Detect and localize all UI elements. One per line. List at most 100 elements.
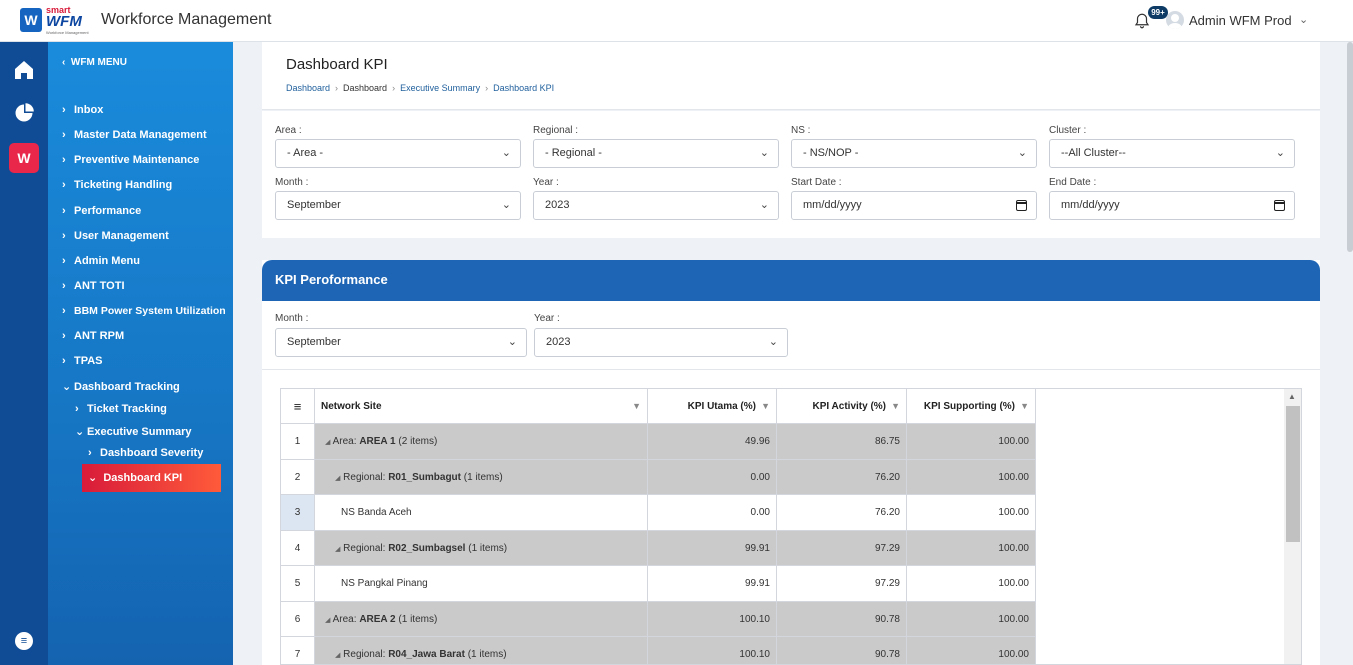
bell-icon[interactable] bbox=[1133, 12, 1151, 30]
collapse-triangle-icon[interactable]: ◢ bbox=[335, 545, 341, 553]
sidebar-item-executive-summary[interactable]: ⌄ Executive Summary bbox=[75, 426, 192, 438]
sidebar-item-user-management[interactable]: › User Management bbox=[62, 230, 169, 242]
filter-icon[interactable]: ▼ bbox=[1020, 401, 1029, 411]
kpi-month-label: Month : bbox=[275, 313, 309, 324]
sidebar-item-bbm-power[interactable]: › BBM Power System Utilization bbox=[62, 305, 226, 317]
notification-badge[interactable]: 99+ bbox=[1148, 6, 1168, 19]
network-site-cell[interactable]: ◢ Regional: R04_Jawa Barat (1 items) bbox=[315, 637, 648, 664]
kpi-utama-cell: 0.00 bbox=[648, 459, 777, 495]
sidebar-item-master-data[interactable]: › Master Data Management bbox=[62, 129, 207, 141]
cluster-select[interactable]: --All Cluster-- ⌄ bbox=[1049, 139, 1295, 168]
collapse-triangle-icon[interactable]: ◢ bbox=[335, 474, 341, 482]
chevron-right-icon: › bbox=[62, 104, 66, 116]
wfm-app-icon[interactable]: W bbox=[9, 143, 39, 173]
kpi-activity-cell: 90.78 bbox=[777, 601, 907, 637]
grid-scrollbar-thumb[interactable] bbox=[1286, 406, 1300, 542]
start-date-input[interactable]: mm/dd/yyyy bbox=[791, 191, 1037, 220]
kpi-utama-cell: 100.10 bbox=[648, 637, 777, 664]
kpi-supporting-cell: 100.00 bbox=[907, 566, 1036, 602]
column-header-kpi-activity[interactable]: KPI Activity (%) ▼ bbox=[777, 389, 907, 424]
filter-icon[interactable]: ▼ bbox=[632, 401, 641, 411]
avatar[interactable] bbox=[1166, 11, 1184, 29]
user-name[interactable]: Admin WFM Prod bbox=[1189, 13, 1292, 28]
chevron-down-icon[interactable]: ⌄ bbox=[1299, 14, 1309, 26]
network-site-cell[interactable]: ◢ Regional: R01_Sumbagut (1 items) bbox=[315, 459, 648, 495]
breadcrumb: Dashboard › Dashboard › Executive Summary › Da… bbox=[286, 83, 555, 93]
end-date-label: End Date : bbox=[1049, 177, 1097, 188]
filter-panel: Area : - Area - ⌄ Regional : - Regional -… bbox=[262, 111, 1320, 238]
regional-select[interactable]: - Regional - ⌄ bbox=[533, 139, 779, 168]
chevron-down-icon: ⌄ bbox=[1017, 147, 1027, 159]
area-select[interactable]: - Area - ⌄ bbox=[275, 139, 521, 168]
collapse-triangle-icon[interactable]: ◢ bbox=[325, 616, 331, 624]
kpi-utama-cell: 99.91 bbox=[648, 566, 777, 602]
area-label: Area : bbox=[275, 125, 302, 136]
top-bar: W smart WFM Workforce Management Workfor… bbox=[0, 0, 1353, 42]
scroll-up-arrow-icon[interactable]: ▲ bbox=[1288, 392, 1296, 401]
year-select[interactable]: 2023 ⌄ bbox=[533, 191, 779, 220]
page-scrollbar[interactable] bbox=[1347, 42, 1353, 252]
network-site-cell[interactable]: ◢ Area: AREA 1 (2 items) bbox=[315, 424, 648, 460]
breadcrumb-item[interactable]: Executive Summary bbox=[400, 83, 481, 93]
sidebar-item-ticket-tracking[interactable]: › Ticket Tracking bbox=[75, 403, 167, 415]
chevron-right-icon: › bbox=[62, 179, 66, 191]
row-number: 6 bbox=[281, 601, 315, 637]
sidebar-item-ant-toti[interactable]: › ANT TOTI bbox=[62, 280, 125, 292]
filter-icon[interactable]: ▼ bbox=[891, 401, 900, 411]
kpi-utama-cell: 49.96 bbox=[648, 424, 777, 460]
end-date-input[interactable]: mm/dd/yyyy bbox=[1049, 191, 1295, 220]
sidebar-item-performance[interactable]: › Performance bbox=[62, 205, 142, 217]
kpi-utama-cell: 100.10 bbox=[648, 601, 777, 637]
sidebar-item-dashboard-tracking[interactable]: ⌄ Dashboard Tracking bbox=[62, 381, 180, 393]
sidebar-item-admin-menu[interactable]: › Admin Menu bbox=[62, 255, 140, 267]
sidebar-item-inbox[interactable]: › Inbox bbox=[62, 104, 104, 116]
app-logo[interactable]: W smart WFM Workforce Management bbox=[20, 5, 98, 37]
column-header-network-site[interactable]: Network Site ▼ bbox=[315, 389, 648, 424]
collapse-triangle-icon[interactable]: ◢ bbox=[325, 439, 331, 446]
kpi-card-header: KPI Peroformance bbox=[262, 260, 1320, 301]
network-site-cell[interactable]: NS Pangkal Pinang bbox=[315, 566, 648, 602]
kpi-month-select[interactable]: September ⌄ bbox=[275, 328, 527, 357]
chevron-down-icon: ⌄ bbox=[88, 472, 104, 484]
network-site-cell[interactable]: ◢ Regional: R02_Sumbagsel (1 items) bbox=[315, 530, 648, 566]
regional-label: Regional : bbox=[533, 125, 579, 136]
chevron-down-icon: ⌄ bbox=[768, 336, 778, 348]
kpi-supporting-cell: 100.00 bbox=[907, 637, 1036, 664]
chevron-down-icon: ⌄ bbox=[507, 336, 517, 348]
sidebar-item-dashboard-severity[interactable]: › Dashboard Severity bbox=[88, 447, 204, 459]
start-date-label: Start Date : bbox=[791, 177, 842, 188]
breadcrumb-item[interactable]: Dashboard KPI bbox=[493, 83, 555, 93]
chevron-down-icon: ⌄ bbox=[501, 147, 511, 159]
calendar-icon[interactable] bbox=[1016, 200, 1027, 211]
month-select[interactable]: September ⌄ bbox=[275, 191, 521, 220]
pie-chart-icon[interactable] bbox=[12, 101, 36, 125]
sidebar-item-tpas[interactable]: › TPAS bbox=[62, 355, 103, 367]
column-menu-icon[interactable]: ≡ bbox=[281, 389, 315, 424]
ns-select[interactable]: - NS/NOP - ⌄ bbox=[791, 139, 1037, 168]
kpi-supporting-cell: 100.00 bbox=[907, 495, 1036, 531]
kpi-year-select[interactable]: 2023 ⌄ bbox=[534, 328, 788, 357]
menu-toggle-icon[interactable]: ≡ bbox=[15, 632, 33, 650]
chevron-left-icon: ‹ bbox=[62, 57, 71, 68]
network-site-cell[interactable]: NS Banda Aceh bbox=[315, 495, 648, 531]
column-header-kpi-supporting[interactable]: KPI Supporting (%) ▼ bbox=[907, 389, 1036, 424]
chevron-right-icon: › bbox=[62, 280, 66, 292]
cluster-label: Cluster : bbox=[1049, 125, 1087, 136]
column-header-kpi-utama[interactable]: KPI Utama (%) ▼ bbox=[648, 389, 777, 424]
sidebar-item-ant-rpm[interactable]: › ANT RPM bbox=[62, 330, 125, 342]
sidebar-item-preventive-maintenance[interactable]: › Preventive Maintenance bbox=[62, 154, 200, 166]
row-number: 1 bbox=[281, 424, 315, 460]
kpi-supporting-cell: 100.00 bbox=[907, 530, 1036, 566]
breadcrumb-item: Dashboard bbox=[343, 83, 388, 93]
menu-header[interactable]: ‹ WFM MENU bbox=[62, 57, 127, 68]
calendar-icon[interactable] bbox=[1274, 200, 1285, 211]
breadcrumb-item[interactable]: Dashboard bbox=[286, 83, 331, 93]
network-site-cell[interactable]: ◢ Area: AREA 2 (1 items) bbox=[315, 601, 648, 637]
sidebar-item-ticketing-handling[interactable]: › Ticketing Handling bbox=[62, 179, 173, 191]
home-icon[interactable] bbox=[12, 58, 36, 82]
icon-rail: W ≡ bbox=[0, 42, 48, 665]
filter-icon[interactable]: ▼ bbox=[761, 401, 770, 411]
sidebar-item-dashboard-kpi[interactable]: ⌄ Dashboard KPI bbox=[82, 464, 221, 492]
collapse-triangle-icon[interactable]: ◢ bbox=[335, 652, 341, 659]
chevron-right-icon: › bbox=[62, 154, 66, 166]
